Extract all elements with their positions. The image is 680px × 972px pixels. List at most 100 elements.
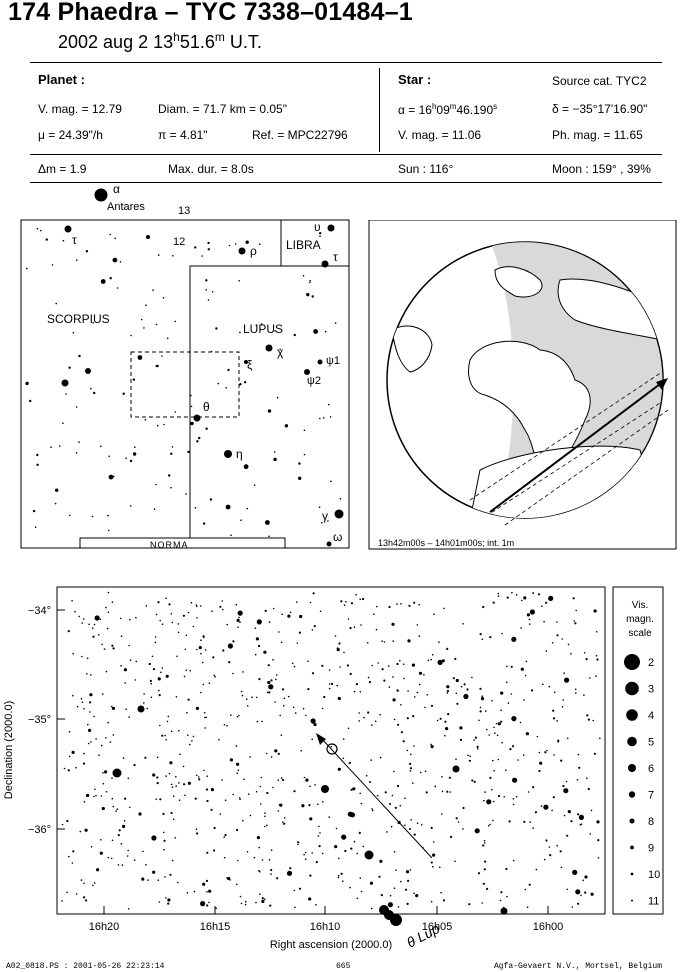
field-star [305, 778, 309, 782]
x-tick-label-1605: 16h05 [422, 921, 453, 933]
field-star [517, 759, 519, 761]
field-star [108, 529, 110, 532]
field-star [196, 440, 199, 443]
field-star [186, 892, 189, 894]
footer-publisher: Agfa-Gevaert N.V., Mortsel, Belgium [494, 962, 663, 971]
scale-dot-11 [631, 899, 633, 902]
field-star [105, 670, 108, 673]
field-star [80, 879, 83, 881]
field-star [259, 785, 262, 788]
field-star [410, 753, 412, 756]
field-star [272, 658, 274, 661]
field-star [501, 741, 503, 744]
star-sco-b [85, 368, 91, 374]
x-axis-label: Right ascension (2000.0) [270, 939, 392, 951]
field-star [358, 712, 361, 714]
field-star [404, 797, 406, 799]
field-star [232, 793, 234, 796]
field-star [506, 895, 508, 898]
field-star [170, 730, 173, 733]
field-star [369, 881, 374, 885]
field-star [570, 820, 573, 823]
field-star [167, 902, 170, 905]
field-star [534, 811, 538, 814]
field-star [579, 824, 581, 826]
field-star [83, 752, 85, 755]
field-star [576, 779, 579, 781]
field-star [596, 658, 599, 661]
field-star [88, 623, 90, 626]
field-star [75, 259, 78, 262]
field-star [107, 591, 110, 594]
field-star [545, 839, 548, 842]
field-star [383, 679, 386, 682]
field-star [274, 749, 278, 753]
field-star [165, 674, 169, 678]
label-eta: η [236, 447, 243, 461]
field-star [395, 869, 397, 871]
field-star [393, 718, 396, 721]
field-star [383, 641, 386, 643]
field-star [202, 522, 206, 525]
field-star [109, 741, 112, 743]
field-star [548, 685, 551, 688]
field-star [321, 521, 323, 524]
field-star [277, 752, 280, 756]
field-star [406, 902, 409, 905]
field-star [270, 873, 272, 875]
boundary-norma [80, 537, 286, 548]
field-star [593, 752, 597, 755]
field-star [482, 844, 485, 847]
label-theta: θ [203, 400, 210, 414]
field-star [394, 806, 397, 809]
field-star [255, 901, 257, 904]
field-star [589, 677, 591, 679]
field-star [264, 825, 266, 828]
field-star [565, 780, 568, 783]
field-star [75, 452, 78, 454]
field-star [298, 476, 302, 480]
field-star [223, 836, 225, 838]
field-star [157, 677, 161, 681]
star-upsilon [327, 224, 335, 232]
field-star [129, 459, 133, 463]
field-star [83, 801, 86, 803]
field-star [238, 714, 240, 717]
field-star [206, 891, 208, 893]
field-star [163, 848, 165, 851]
field-star [189, 743, 191, 746]
field-star [482, 605, 485, 609]
field-star [205, 716, 207, 719]
field-star [227, 368, 230, 372]
field-star [503, 796, 506, 798]
field-star [388, 605, 391, 609]
field-star [245, 698, 248, 700]
field-star [63, 767, 66, 770]
field-star [317, 803, 319, 806]
bright-star-2 [137, 705, 145, 713]
field-star [270, 868, 273, 872]
field-star [409, 767, 413, 770]
field-star [468, 903, 471, 906]
field-star [413, 833, 416, 836]
field-star [301, 804, 305, 808]
scale-title-scale: scale [628, 628, 652, 639]
field-star [273, 451, 276, 453]
field-star [86, 673, 88, 675]
field-star [249, 814, 252, 817]
field-star [158, 694, 161, 697]
field-star [350, 788, 353, 791]
field-star [441, 790, 444, 793]
field-star [455, 817, 458, 820]
field-star [268, 535, 270, 538]
field-star [272, 786, 274, 789]
field-star [205, 788, 209, 791]
field-star [487, 825, 490, 827]
field-star [120, 842, 123, 845]
field-star [444, 720, 447, 723]
field-star [194, 246, 197, 249]
field-star [99, 851, 103, 855]
field-star [235, 745, 238, 747]
field-star [259, 243, 261, 246]
field-star [505, 867, 508, 871]
